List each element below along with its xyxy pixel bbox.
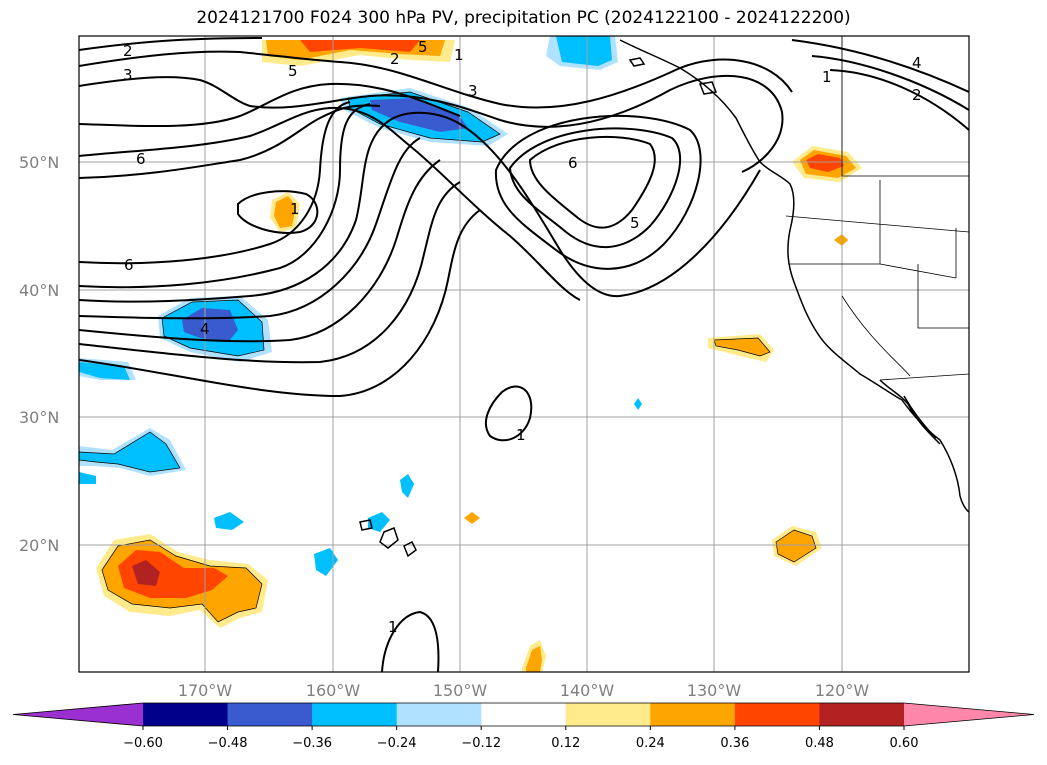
lat-label-20n: 20°N	[19, 536, 59, 555]
map-title: 2024121700 F024 300 hPa PV, precipitatio…	[196, 8, 851, 28]
colorbar-swatch	[396, 703, 482, 726]
contour-label: 5	[630, 214, 640, 232]
contour-label: 2	[912, 86, 922, 104]
colorbar-tick-label: 0.36	[720, 736, 749, 751]
coastline	[359, 39, 969, 558]
pv-contours	[79, 37, 969, 672]
colorbar: −0.60 −0.48 −0.36 −0.24 −0.12 0.12 0.24 0.36 0.4…	[12, 702, 1035, 751]
colorbar-swatch	[481, 703, 567, 726]
colorbar-tick-label: 0.60	[890, 736, 919, 751]
contour-label: 2	[123, 42, 133, 60]
lon-label-160w: 160°W	[306, 681, 361, 700]
lat-labels: 50°N 40°N 30°N 20°N	[19, 153, 59, 555]
colorbar-extend-min	[13, 703, 143, 726]
contour-label: 6	[568, 154, 578, 172]
colorbar-tick-label: −0.12	[461, 736, 501, 751]
colorbar-tick-label: −0.60	[123, 736, 163, 751]
colorbar-swatch	[312, 703, 398, 726]
precip-shading	[79, 36, 862, 672]
lon-label-150w: 150°W	[433, 681, 488, 700]
borders	[785, 36, 969, 381]
graticule	[79, 36, 969, 672]
lon-label-120w: 120°W	[815, 681, 870, 700]
contour-label: 1	[516, 426, 526, 444]
contour-label: 3	[468, 82, 478, 100]
contour-label: 1	[454, 46, 464, 64]
lat-label-50n: 50°N	[19, 153, 59, 172]
contour-label: 1	[388, 618, 398, 636]
lat-label-30n: 30°N	[19, 408, 59, 427]
contour-label: 1	[822, 68, 832, 86]
colorbar-tick-label: 0.12	[551, 736, 580, 751]
colorbar-tick-label: 0.24	[636, 736, 665, 751]
contour-label: 4	[200, 320, 210, 338]
lon-labels: 170°W 160°W 150°W 140°W 130°W 120°W	[178, 681, 870, 700]
lon-label-140w: 140°W	[560, 681, 615, 700]
map-frame	[78, 35, 970, 673]
colorbar-swatch	[565, 703, 651, 726]
colorbar-swatch	[227, 703, 313, 726]
colorbar-swatch	[650, 703, 736, 726]
colorbar-swatch	[734, 703, 820, 726]
colorbar-tick-label: −0.36	[292, 736, 332, 751]
contour-label: 6	[124, 256, 134, 274]
colorbar-tick-label: −0.48	[208, 736, 248, 751]
contour-label: 5	[418, 38, 428, 56]
lon-label-130w: 130°W	[687, 681, 742, 700]
lat-label-40n: 40°N	[19, 281, 59, 300]
colorbar-swatch	[819, 703, 905, 726]
contour-label: 6	[136, 150, 146, 168]
colorbar-tick-label: −0.24	[377, 736, 417, 751]
contour-labels: 2 3 5 6 4 5 3 1 2 1 4 2 6 5 1 1 1 6	[123, 38, 922, 636]
colorbar-extend-max	[904, 703, 1034, 726]
contour-label: 3	[123, 66, 133, 84]
contour-label: 5	[288, 62, 298, 80]
contour-label: 1	[290, 200, 300, 218]
colorbar-swatch	[143, 703, 229, 726]
lon-label-170w: 170°W	[178, 681, 233, 700]
colorbar-tick-label: 0.48	[805, 736, 834, 751]
contour-label: 4	[912, 54, 922, 72]
contour-label: 2	[390, 50, 400, 68]
